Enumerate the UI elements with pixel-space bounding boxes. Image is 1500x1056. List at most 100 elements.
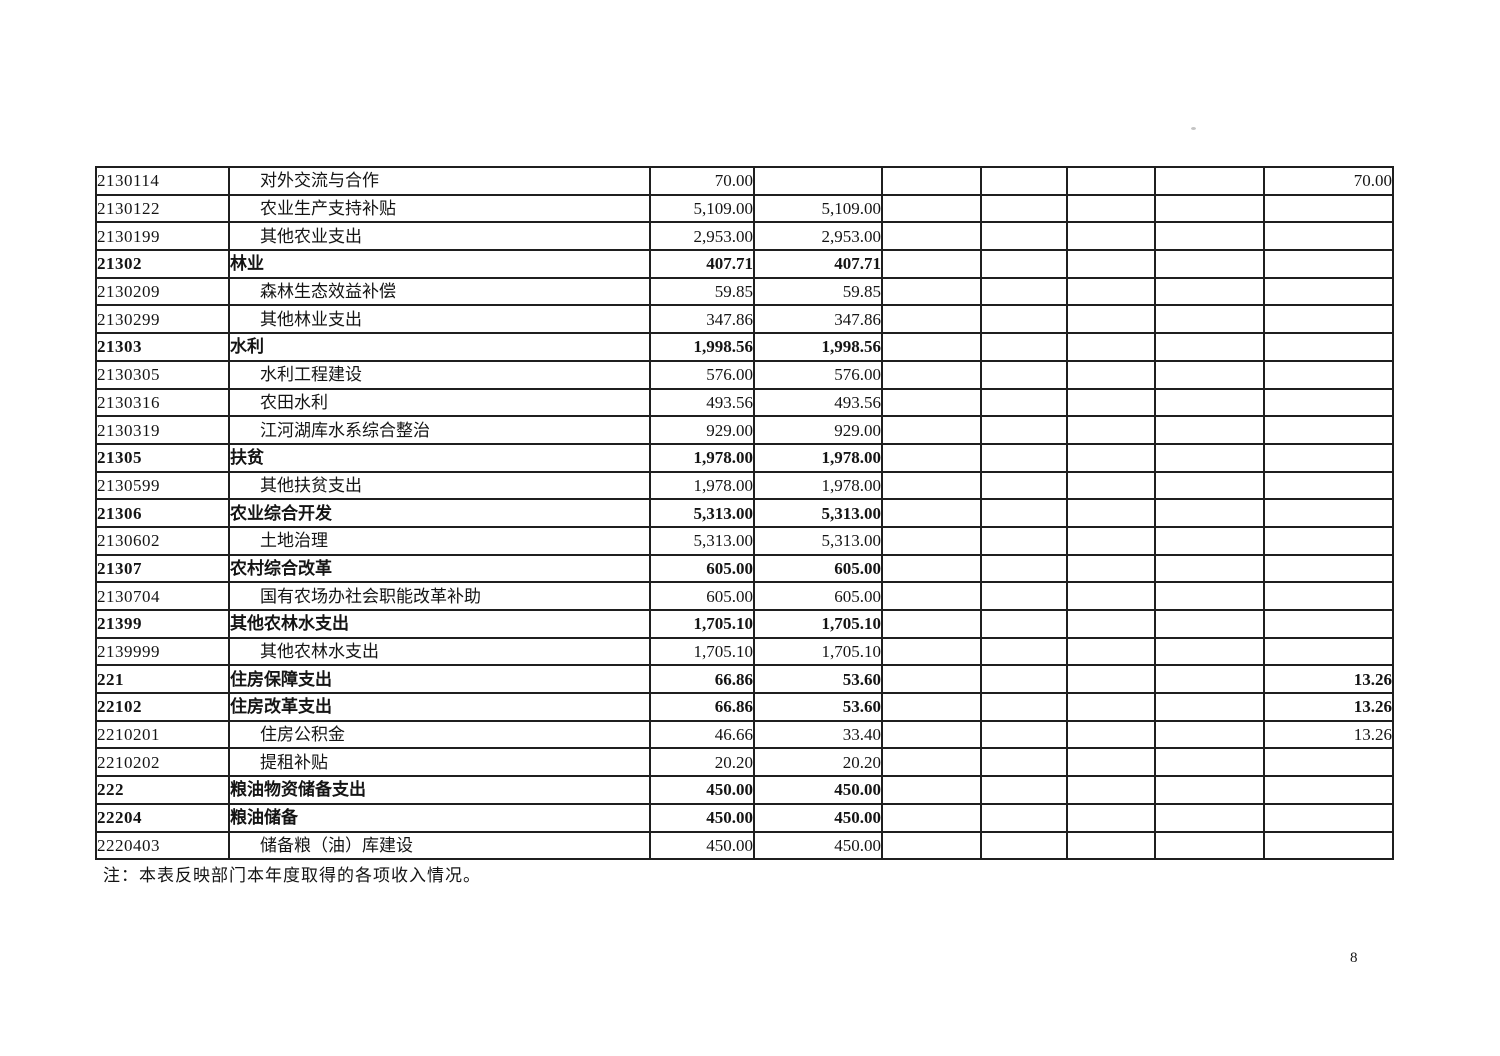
amount-cell: 493.56 <box>753 387 883 418</box>
amount-cell <box>881 193 982 224</box>
amount-cell <box>881 775 982 805</box>
budget-code-cell: 2210201 <box>95 719 230 750</box>
amount-cell <box>1154 747 1265 778</box>
amount-cell <box>1154 664 1265 695</box>
amount-cell <box>980 719 1068 750</box>
amount-cell <box>980 830 1068 861</box>
budget-code-cell: 21305 <box>95 442 230 473</box>
budget-item-name-cell: 江河湖库水系综合整治 <box>228 415 651 445</box>
amount-cell <box>1263 332 1394 362</box>
table-row: 22102 住房改革支出 66.86 53.60 13.26 <box>95 692 1394 722</box>
amount-cell <box>881 359 982 390</box>
amount-cell: 450.00 <box>649 830 755 861</box>
budget-code-cell: 2130299 <box>95 304 230 335</box>
amount-cell <box>1066 276 1156 307</box>
amount-cell <box>1263 221 1394 252</box>
amount-cell <box>1154 636 1265 667</box>
budget-code-cell: 2130305 <box>95 359 230 390</box>
amount-cell <box>1066 830 1156 861</box>
amount-cell <box>980 276 1068 307</box>
amount-cell: 605.00 <box>649 581 755 611</box>
budget-item-name-cell: 对外交流与合作 <box>228 166 651 196</box>
table-row: 21307 农村综合改革 605.00 605.00 <box>95 553 1394 584</box>
amount-cell <box>1066 442 1156 473</box>
amount-cell <box>1154 802 1265 833</box>
amount-cell <box>1066 719 1156 750</box>
amount-cell <box>980 470 1068 501</box>
table-row: 21303 水利 1,998.56 1,998.56 <box>95 332 1394 362</box>
amount-cell <box>980 249 1068 279</box>
amount-cell: 1,978.00 <box>649 442 755 473</box>
amount-cell <box>881 553 982 584</box>
amount-cell <box>1066 747 1156 778</box>
amount-cell <box>881 498 982 528</box>
amount-cell <box>1154 415 1265 445</box>
table-row: 2130602 土地治理 5,313.00 5,313.00 <box>95 525 1394 556</box>
amount-cell <box>881 415 982 445</box>
amount-cell: 66.86 <box>649 692 755 722</box>
amount-cell: 407.71 <box>649 249 755 279</box>
amount-cell: 1,998.56 <box>753 332 883 362</box>
amount-cell <box>1263 415 1394 445</box>
budget-item-name-cell: 扶贫 <box>228 442 651 473</box>
amount-cell: 2,953.00 <box>753 221 883 252</box>
budget-item-name-cell: 水利工程建设 <box>228 359 651 390</box>
amount-cell: 66.86 <box>649 664 755 695</box>
amount-cell: 347.86 <box>753 304 883 335</box>
amount-cell: 1,978.00 <box>753 470 883 501</box>
amount-cell: 13.26 <box>1263 719 1394 750</box>
budget-item-name-cell: 农业综合开发 <box>228 498 651 528</box>
amount-cell <box>1066 553 1156 584</box>
amount-cell <box>1263 553 1394 584</box>
amount-cell <box>1154 166 1265 196</box>
amount-cell: 59.85 <box>649 276 755 307</box>
table-row: 2210201 住房公积金 46.66 33.40 13.26 <box>95 719 1394 750</box>
amount-cell: 20.20 <box>753 747 883 778</box>
table-row: 21305 扶贫 1,978.00 1,978.00 <box>95 442 1394 473</box>
amount-cell <box>881 249 982 279</box>
amount-cell <box>1263 249 1394 279</box>
amount-cell: 1,705.10 <box>753 609 883 639</box>
amount-cell <box>1263 276 1394 307</box>
amount-cell <box>1066 802 1156 833</box>
budget-item-name-cell: 林业 <box>228 249 651 279</box>
amount-cell <box>980 221 1068 252</box>
budget-item-name-cell: 住房保障支出 <box>228 664 651 695</box>
amount-cell: 5,313.00 <box>753 525 883 556</box>
budget-table: 2130114 对外交流与合作 70.00 70.00 2130122 农业生产支持补贴 5… <box>95 166 1394 861</box>
budget-code-cell: 2139999 <box>95 636 230 667</box>
amount-cell <box>881 692 982 722</box>
amount-cell <box>1154 525 1265 556</box>
amount-cell <box>980 415 1068 445</box>
amount-cell: 5,313.00 <box>753 498 883 528</box>
amount-cell <box>1154 609 1265 639</box>
amount-cell: 576.00 <box>649 359 755 390</box>
amount-cell <box>1154 359 1265 390</box>
table-row: 22204 粮油储备 450.00 450.00 <box>95 802 1394 833</box>
amount-cell <box>1066 525 1156 556</box>
budget-code-cell: 21399 <box>95 609 230 639</box>
amount-cell <box>980 166 1068 196</box>
budget-item-name-cell: 其他农林水支出 <box>228 609 651 639</box>
amount-cell <box>881 276 982 307</box>
budget-item-name-cell: 农田水利 <box>228 387 651 418</box>
page-number: 8 <box>1350 950 1358 966</box>
amount-cell: 46.66 <box>649 719 755 750</box>
amount-cell <box>980 775 1068 805</box>
amount-cell <box>1263 304 1394 335</box>
budget-item-name-cell: 农业生产支持补贴 <box>228 193 651 224</box>
budget-code-cell: 2130599 <box>95 470 230 501</box>
amount-cell: 605.00 <box>753 553 883 584</box>
amount-cell: 576.00 <box>753 359 883 390</box>
amount-cell <box>1154 249 1265 279</box>
budget-item-name-cell: 住房改革支出 <box>228 692 651 722</box>
table-row: 2130114 对外交流与合作 70.00 70.00 <box>95 166 1394 196</box>
amount-cell: 70.00 <box>1263 166 1394 196</box>
table-row: 2130122 农业生产支持补贴 5,109.00 5,109.00 <box>95 193 1394 224</box>
amount-cell <box>1154 221 1265 252</box>
amount-cell: 1,998.56 <box>649 332 755 362</box>
amount-cell <box>1154 332 1265 362</box>
amount-cell <box>980 442 1068 473</box>
amount-cell <box>980 387 1068 418</box>
table-row: 2130319 江河湖库水系综合整治 929.00 929.00 <box>95 415 1394 445</box>
